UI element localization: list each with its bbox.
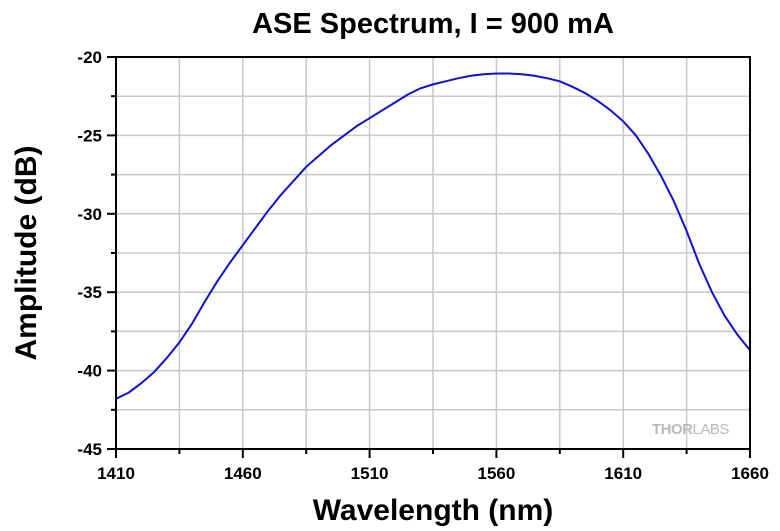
- svg-text:THORLABS: THORLABS: [652, 421, 729, 438]
- x-axis-label: Wavelength (nm): [313, 494, 554, 527]
- y-tick-label: -40: [77, 362, 102, 381]
- plot-area: [115, 72, 751, 400]
- grid-lines: [116, 57, 750, 449]
- y-tick-labels: -20 -25 -30 -35 -40 -45: [77, 48, 102, 459]
- x-tick-label: 1660: [731, 464, 769, 483]
- x-tick-label: 1510: [351, 464, 389, 483]
- y-tick-label: -30: [77, 205, 102, 224]
- x-tick-label: 1610: [604, 464, 642, 483]
- chart-title: ASE Spectrum, I = 900 mA: [252, 8, 614, 40]
- thorlabs-logo: THORLABS: [652, 421, 730, 438]
- x-tick-labels: 1410 1460 1510 1560 1610 1660: [97, 464, 769, 483]
- series-line: [115, 72, 751, 400]
- y-axis-label: Amplitude (dB): [10, 146, 43, 361]
- x-tick-label: 1560: [477, 464, 515, 483]
- y-tick-label: -20: [77, 48, 102, 67]
- logo-text-bold: THOR: [652, 421, 693, 438]
- y-tick-label: -25: [77, 126, 102, 145]
- logo-text-light: LABS: [693, 421, 730, 438]
- x-tick-label: 1460: [224, 464, 262, 483]
- x-tick-label: 1410: [97, 464, 135, 483]
- ticks: [107, 56, 751, 458]
- y-tick-label: -45: [77, 440, 102, 459]
- y-tick-label: -35: [77, 283, 102, 302]
